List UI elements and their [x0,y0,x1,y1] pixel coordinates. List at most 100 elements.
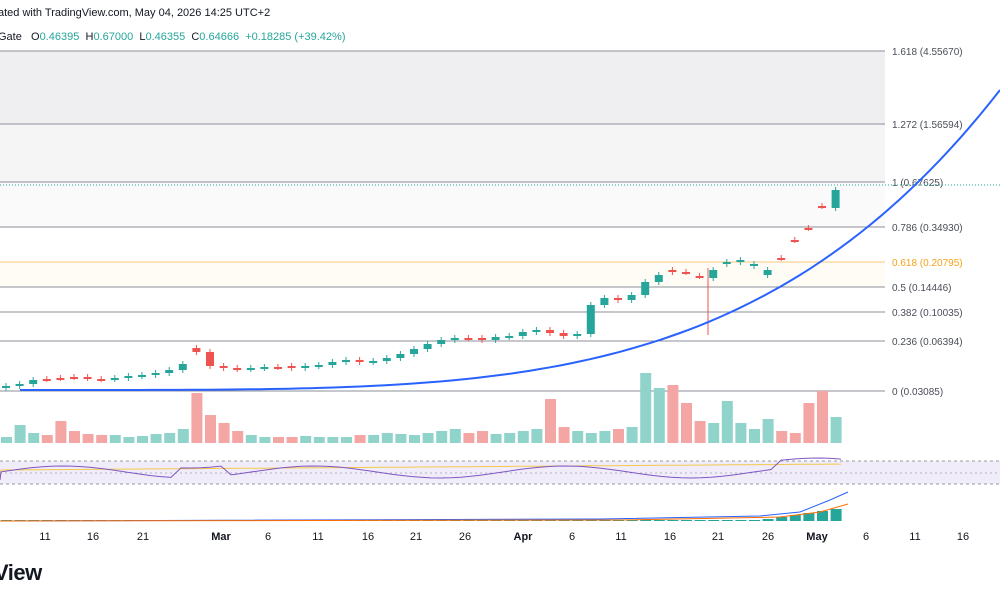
macd-histogram-bar [681,520,692,521]
macd-histogram-bar [817,511,828,521]
close-value: 0.64666 [199,31,240,43]
x-tick-label: 11 [909,531,920,543]
volume-bar [341,437,352,443]
candle-body [505,336,514,338]
x-tick-label: 6 [863,531,869,543]
volume-bar [137,436,148,443]
x-tick-label: 21 [712,531,724,543]
candle-body [450,338,459,340]
x-tick-label: 6 [569,531,575,543]
volume-bar [55,421,67,443]
candle-body [464,338,473,340]
fib-label: 0.382 (0.10035) [892,308,963,319]
candle-body [750,264,758,266]
rsi-ma-line [0,463,841,479]
fib-zone-0618 [0,262,885,287]
candle-body [586,305,595,334]
volume-bar [762,419,774,443]
volume-bar [490,434,502,443]
x-tick-label: 21 [410,531,422,543]
candle-body [355,360,364,362]
volume-bar [517,431,529,443]
volume-bar [327,437,339,443]
volume-bar [164,433,176,443]
candle-body [410,349,418,354]
candle-body [600,298,609,305]
fib-label: 0.5 (0.14446) [892,283,952,294]
macd-histogram-bar [708,520,720,521]
candle-body [491,337,500,340]
volume-bar [300,436,312,443]
candle-body [695,276,704,278]
volume-bar [82,434,94,443]
volume-bar [286,437,298,443]
candle-body [274,367,282,369]
x-tick-label: 11 [615,531,626,543]
x-tick-label: 16 [362,531,374,543]
macd-histogram-bar [721,520,733,521]
candle-body [559,333,568,336]
x-tick-label: 16 [957,531,969,543]
ohlc-legend: Gate O0.46395 H0.67000 L0.46355 C0.64666… [0,31,346,43]
volume-bar [436,431,448,443]
macd-histogram-bar [694,520,706,521]
volume-bar [14,425,26,443]
volume-bar [245,435,257,443]
macd-histogram-bar [749,520,760,521]
candle-body [573,334,582,336]
volume-bar [531,429,543,443]
candle-body [246,368,255,370]
candle-body [97,379,106,381]
volume-bar [681,403,692,443]
candle-body [29,380,38,384]
volume-bar [123,437,135,443]
volume-bar [640,373,652,443]
candle-body [518,332,527,336]
candle-body [532,330,541,332]
candle-body [70,377,78,379]
candle-body [546,330,554,333]
candle-body [219,366,228,368]
macd-histogram-bar [626,520,638,521]
volume-bar [545,399,556,443]
volume-bar [1,437,12,443]
low-value: 0.46355 [145,31,186,43]
candle-body [709,270,718,278]
signal-line [0,503,849,522]
fib-label: 0.786 (0.34930) [892,223,963,234]
volume-bar [721,401,733,443]
macd-histogram-bar [803,513,815,521]
volume-bar [817,391,828,443]
macd-histogram-bar [735,520,747,521]
volume-bar [395,434,407,443]
volume-bar [694,421,706,443]
volume-bar [354,435,366,443]
candle-body [682,272,690,274]
candle-body [396,354,405,358]
volume-bar [572,431,584,443]
x-tick-label: May [806,531,828,543]
fib-zone-1 [0,182,885,227]
candle-body [722,262,731,264]
volume-bar [28,433,40,443]
volume-bar [626,427,638,443]
tradingview-logo-text: View [0,560,42,585]
candle-body [763,270,772,275]
candle-body [2,386,10,388]
volume-bar [599,431,611,443]
candle-body [110,378,119,380]
x-tick-label: Apr [514,531,534,543]
volume-bar [109,435,121,443]
volume-bar [191,393,203,443]
volume-bar [667,385,679,443]
candle-body [777,258,786,260]
x-tick-label: 11 [39,531,50,543]
candle-body [206,352,214,366]
candle-body [178,364,187,370]
candle-body [342,360,350,362]
candle-body [287,366,296,368]
volume-bar [776,431,788,443]
rsi-line [0,457,842,481]
